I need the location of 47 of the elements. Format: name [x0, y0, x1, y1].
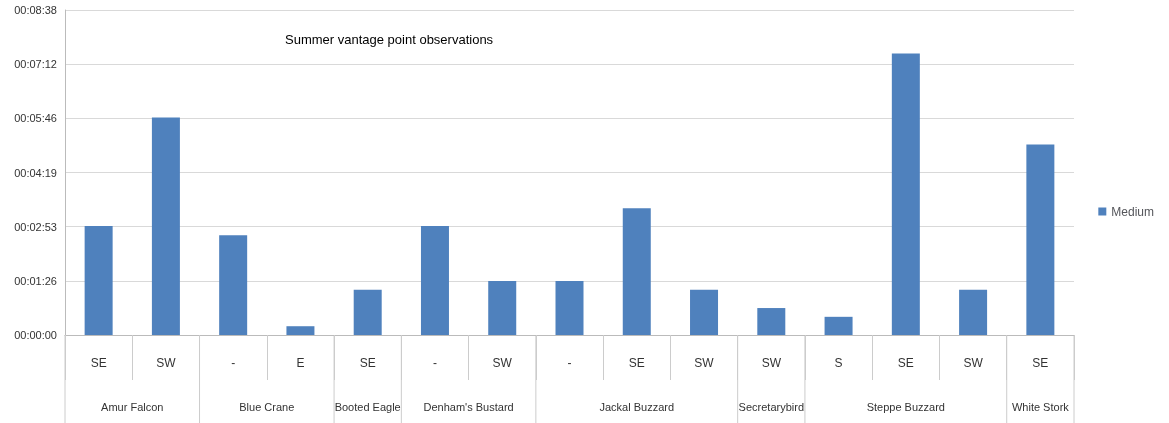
- bar: [757, 308, 786, 335]
- text: Amur Falcon: [101, 401, 164, 413]
- x-tick-label: -: [432, 356, 437, 370]
- bar: [353, 289, 382, 335]
- x-tick-label: E: [296, 356, 305, 370]
- bar: [690, 289, 719, 335]
- text: Jackal Buzzard: [599, 401, 675, 413]
- legend-label: Medium: [1111, 204, 1155, 219]
- bar: [1026, 144, 1055, 335]
- y-tick-label: 00:02:53: [14, 220, 57, 233]
- x-tick-label: SE: [359, 356, 376, 370]
- bar: [824, 316, 853, 335]
- x-tick-label: SW: [492, 356, 513, 370]
- y-tick-label: 00:05:46: [14, 112, 57, 125]
- text: Steppe Buzzard: [866, 401, 945, 413]
- x-tick-label: SW: [761, 356, 782, 370]
- text: Denham's Bustard: [423, 401, 514, 413]
- x-tick-label: SW: [694, 356, 715, 370]
- x-tick-label: SE: [628, 356, 645, 370]
- y-tick-label: 00:08:38: [14, 4, 57, 16]
- bar: [555, 281, 584, 335]
- y-tick-label: 00:04:19: [14, 166, 57, 179]
- bar: [488, 281, 517, 335]
- y-tick-label: 00:07:12: [14, 58, 57, 71]
- bar: [84, 225, 113, 335]
- bar: [151, 117, 180, 335]
- x-tick-label: S: [834, 356, 843, 370]
- text: Blue Crane: [239, 401, 295, 413]
- bar: [891, 53, 920, 335]
- y-tick-label: 00:01:26: [14, 274, 57, 287]
- x-tick-label: SE: [1032, 356, 1049, 370]
- x-tick-label: SW: [156, 356, 177, 370]
- text: White Stork: [1011, 401, 1070, 413]
- text: Summer vantage point observations: [285, 32, 494, 47]
- text: Booted Eagle: [334, 401, 401, 413]
- x-tick-label: -: [567, 356, 572, 370]
- bar: [959, 289, 988, 335]
- bar: [622, 208, 651, 335]
- x-tick-label: -: [231, 356, 236, 370]
- bar: [286, 326, 315, 335]
- bar: [219, 235, 248, 335]
- x-tick-label: SE: [897, 356, 914, 370]
- text: Secretarybird: [738, 401, 805, 413]
- x-tick-label: SE: [90, 356, 107, 370]
- y-tick-label: 00:00:00: [14, 329, 57, 341]
- x-tick-label: SW: [963, 356, 984, 370]
- bar: [420, 225, 449, 335]
